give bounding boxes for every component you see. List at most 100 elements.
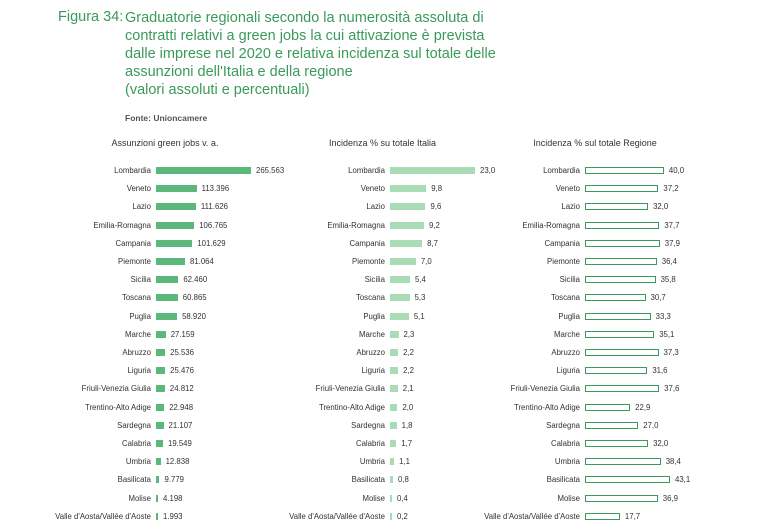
bar-row: Abruzzo 37,3: [475, 346, 715, 360]
category-label: Campania: [349, 238, 385, 248]
value-label: 35,1: [659, 329, 675, 339]
value-label: 1,1: [399, 457, 410, 467]
category-label: Lazio: [366, 202, 385, 212]
category-label: Trentino-Alto Adige: [84, 402, 151, 412]
bar-row: Lombardia 265.563: [55, 164, 284, 178]
value-label: 1,8: [401, 420, 413, 430]
bar: [585, 239, 660, 247]
category-label: Toscana: [121, 293, 151, 303]
bar-row: Piemonte 81.064: [55, 255, 275, 269]
bar-row: Marche 35,1: [475, 328, 715, 342]
value-label: 22,9: [635, 402, 651, 412]
bar-row: Abruzzo 2,2: [270, 346, 495, 360]
bar: [390, 221, 424, 229]
bar-row: Marche 2,3: [270, 328, 495, 342]
value-label: 37,3: [663, 348, 679, 357]
figure-label: Figura 34:: [58, 9, 124, 25]
bar-row: Puglia 58.920: [55, 310, 275, 324]
figure-title: Graduatorie regionali secondo la numeros…: [125, 9, 545, 99]
value-label: 2,1: [402, 384, 414, 394]
category-label: Calabria: [550, 439, 580, 448]
bar: [390, 367, 399, 375]
figure-title-line: contratti relativi a green jobs la cui a…: [125, 28, 485, 44]
bar-row: Emilia-Romagna 37,7: [475, 219, 715, 233]
bar: [585, 440, 649, 447]
figure-title-line: dalle imprese nel 2020 e relativa incide…: [125, 46, 496, 62]
value-label: 101.629: [197, 238, 226, 248]
bar: [585, 312, 651, 320]
category-label: Lombardia: [543, 166, 580, 175]
bar-row: Emilia-Romagna 9,2: [270, 219, 495, 233]
category-label: Valle d'Aosta/Vallée d'Aoste: [484, 511, 580, 521]
value-label: 25.476: [170, 366, 194, 376]
bar-row: Friuli-Venezia Giulia 37,6: [475, 382, 715, 396]
bar-row: Calabria 19.549: [55, 437, 275, 451]
category-label: Friuli-Venezia Giulia: [81, 384, 151, 394]
bar-row: Marche 27.159: [55, 328, 275, 342]
bar-row: Sicilia 5,4: [270, 273, 495, 287]
value-label: 37,2: [663, 184, 679, 194]
value-label: 22.948: [169, 402, 194, 412]
chart-incidenza-italia: Incidenza % su totale Italia Lombardia 23,…: [270, 138, 495, 528]
category-label: Emilia-Romagna: [327, 220, 385, 230]
bar: [390, 494, 392, 502]
bar: [390, 403, 398, 411]
bar: [156, 458, 161, 466]
bar-row: Molise 4.198: [55, 492, 275, 506]
bar: [156, 330, 166, 338]
bar-row: Umbria 1,1: [270, 455, 495, 469]
value-label: 2,0: [402, 402, 414, 412]
bar: [390, 512, 392, 520]
category-label: Piemonte: [352, 257, 385, 266]
value-label: 9,8: [431, 184, 443, 194]
figure-title-line: (valori assoluti e percentuali): [125, 82, 310, 98]
category-label: Lombardia: [114, 166, 151, 175]
value-label: 33,3: [655, 311, 671, 321]
category-label: Lombardia: [348, 166, 385, 175]
value-label: 60.865: [182, 293, 207, 303]
bar: [390, 276, 410, 284]
category-label: Toscana: [355, 293, 385, 303]
value-label: 12.838: [165, 457, 190, 467]
bar: [390, 458, 395, 466]
bar-row: Veneto 37,2: [475, 182, 715, 196]
bar-row: Basilicata 0,8: [270, 473, 495, 487]
category-label: Sicilia: [364, 275, 385, 285]
bar: [390, 421, 397, 429]
value-label: 106.765: [199, 220, 228, 230]
value-label: 27.159: [170, 329, 195, 339]
value-label: 36,9: [662, 493, 678, 503]
category-label: Molise: [362, 493, 385, 503]
bar-row: Liguria 31,6: [475, 364, 715, 378]
chart-assunzioni-va: Assunzioni green jobs v. a. Lombardia 265.…: [55, 138, 284, 528]
bar: [585, 221, 660, 229]
bar-row: Valle d'Aosta/Vallée d'Aoste 17,7: [475, 510, 715, 524]
bar: [585, 258, 657, 265]
bar-row: Liguria 2,2: [270, 364, 495, 378]
bar: [390, 185, 427, 193]
value-label: 2,2: [403, 348, 414, 357]
category-label: Marche: [359, 329, 385, 339]
value-label: 32,0: [653, 202, 669, 212]
value-label: 37,6: [664, 384, 680, 394]
bar: [156, 349, 166, 356]
figure-title-line: Graduatorie regionali secondo la numeros…: [125, 10, 484, 26]
bar: [156, 312, 178, 320]
value-label: 113.396: [201, 184, 230, 194]
bar: [156, 203, 196, 211]
bar: [585, 294, 646, 302]
bar: [585, 512, 620, 520]
bar-row: Trentino-Alto Adige 22.948: [55, 401, 275, 415]
category-label: Abruzzo: [356, 348, 385, 357]
category-label: Piemonte: [547, 257, 580, 266]
bar: [156, 476, 160, 484]
category-label: Trentino-Alto Adige: [318, 402, 385, 412]
value-label: 2,3: [403, 329, 415, 339]
bar-row: Calabria 1,7: [270, 437, 495, 451]
bar-row: Umbria 38,4: [475, 455, 715, 469]
bar-row: Valle d'Aosta/Vallée d'Aoste 0,2: [270, 510, 495, 524]
bar: [156, 367, 166, 375]
value-label: 2,2: [403, 366, 414, 376]
value-label: 40,0: [668, 166, 685, 175]
value-label: 8,7: [427, 238, 438, 248]
